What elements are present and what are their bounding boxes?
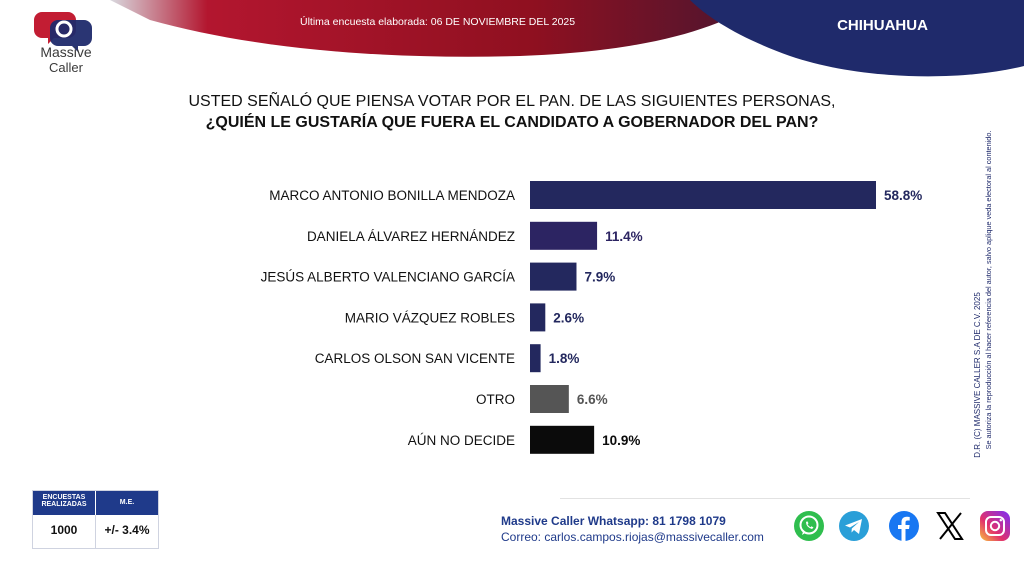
copyright-sidebar: D.R. (C) MASSIVE CALLER S.A DE C.V. 2025… — [973, 131, 993, 458]
value-label: 10.9% — [602, 433, 640, 448]
question-line-1: USTED SEÑALÓ QUE PIENSA VOTAR POR EL PAN… — [188, 93, 836, 110]
value-label: 2.6% — [553, 310, 584, 325]
footer-divider — [560, 498, 970, 499]
contact-email[interactable]: Correo: carlos.campos.riojas@massivecall… — [501, 530, 764, 544]
whatsapp-icon[interactable] — [793, 510, 825, 542]
copyright-line-1: D.R. (C) MASSIVE CALLER S.A DE C.V. 2025 — [973, 292, 982, 458]
category-label: DANIELA ÁLVAREZ HERNÁNDEZ — [307, 229, 515, 244]
surveys-header: ENCUESTAS REALIZADAS — [33, 491, 95, 515]
instagram-icon[interactable] — [979, 510, 1011, 542]
value-label: 7.9% — [584, 270, 615, 285]
value-label: 11.4% — [605, 229, 643, 244]
category-label: CARLOS OLSON SAN VICENTE — [315, 351, 515, 366]
logo-text-caller: Caller — [49, 60, 83, 75]
x-icon[interactable] — [934, 510, 966, 542]
category-label: OTRO — [476, 392, 515, 407]
bar — [530, 385, 569, 413]
surveys-value: 1000 — [50, 523, 78, 537]
massive-caller-logo-icon — [34, 12, 92, 52]
margin-header: M.E. — [96, 491, 158, 515]
bar — [530, 262, 577, 291]
bar — [530, 425, 595, 454]
bar — [530, 344, 541, 373]
logo-text-massive: Massive — [40, 44, 92, 60]
bar — [530, 303, 546, 332]
margin-value: +/- 3.4% — [104, 523, 150, 537]
header-background — [110, 0, 1024, 77]
contact-whatsapp: Massive Caller Whatsapp: 81 1798 1079 — [501, 514, 726, 528]
value-label: 6.6% — [577, 392, 608, 407]
category-label: AÚN NO DECIDE — [408, 433, 515, 448]
copyright-line-2: Se autoriza la reproducción al hacer ref… — [984, 131, 993, 450]
bar — [530, 221, 598, 250]
info-divider — [95, 515, 96, 548]
region-title: CHIHUAHUA — [837, 17, 928, 34]
margin-header-label: M.E. — [119, 499, 135, 506]
telegram-icon[interactable] — [838, 510, 870, 542]
surveys-header-label: ENCUESTAS REALIZADAS — [41, 494, 87, 508]
category-label: MARCO ANTONIO BONILLA MENDOZA — [269, 188, 515, 203]
category-label: MARIO VÁZQUEZ ROBLES — [345, 310, 515, 325]
survey-info-box: ENCUESTAS REALIZADAS M.E. 1000 +/- 3.4% — [32, 490, 159, 549]
bar — [530, 181, 876, 209]
question-line-2: ¿QUIÉN LE GUSTARÍA QUE FUERA EL CANDIDAT… — [205, 114, 819, 131]
bar-chart: MARCO ANTONIO BONILLA MENDOZA 58.8% DANIEL… — [261, 181, 922, 454]
facebook-icon[interactable] — [888, 510, 920, 542]
last-survey-date: Última encuesta elaborada: 06 DE NOVIEMB… — [300, 16, 576, 28]
category-label: JESÚS ALBERTO VALENCIANO GARCÍA — [261, 270, 515, 285]
value-label: 58.8% — [884, 188, 922, 203]
value-label: 1.8% — [549, 351, 580, 366]
